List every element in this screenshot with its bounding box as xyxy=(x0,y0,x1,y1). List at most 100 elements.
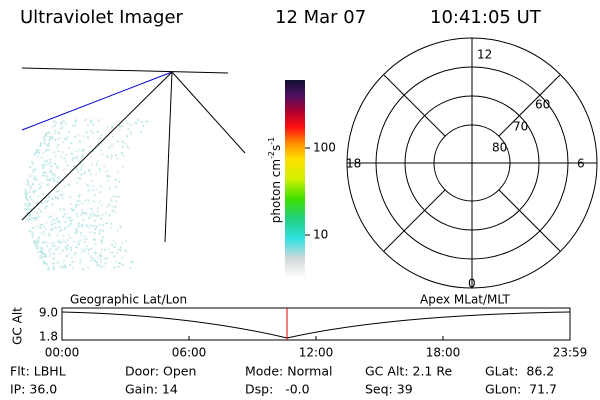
speckle-dot xyxy=(67,183,70,186)
speckle-dot xyxy=(28,202,32,205)
speckle-dot xyxy=(108,130,112,133)
speckle-dot xyxy=(89,156,92,159)
speckle-dot xyxy=(30,160,33,163)
speckle-dot xyxy=(24,188,27,191)
speckle-dot xyxy=(59,208,62,211)
speckle-dot xyxy=(45,205,48,208)
speckle-dot xyxy=(78,193,81,196)
x-tick: 12:00 xyxy=(299,346,334,360)
speckle-dot xyxy=(53,179,56,182)
speckle-dot xyxy=(91,131,94,134)
speckle-dot xyxy=(104,212,107,215)
speckle-dot xyxy=(140,130,143,133)
speckle-dot xyxy=(41,223,44,226)
speckle-dot xyxy=(33,217,36,220)
speckle-dot xyxy=(57,132,61,135)
speckle-dot xyxy=(70,152,73,155)
speckle-dot xyxy=(49,178,52,181)
line xyxy=(383,74,446,137)
speckle-dot xyxy=(114,242,117,245)
speckle-dot xyxy=(112,240,115,243)
speckle-dot xyxy=(55,248,58,251)
speckle-dot xyxy=(92,225,95,228)
speckle-dot xyxy=(95,188,98,191)
speckle-dot xyxy=(44,159,47,162)
speckle-dot xyxy=(43,233,46,236)
speckle-dot xyxy=(105,221,109,224)
speckle-dot xyxy=(47,232,51,235)
speckle-dot xyxy=(81,223,84,226)
speckle-dot xyxy=(41,182,44,185)
speckle-dot xyxy=(42,259,45,263)
speckle-dot xyxy=(36,224,39,227)
speckle-dot xyxy=(100,240,103,243)
speckle-dot xyxy=(98,223,101,226)
speckle-dot xyxy=(66,248,69,251)
speckle-dot xyxy=(56,261,59,264)
mlt-label: 12 xyxy=(477,48,492,62)
speckle-dot xyxy=(48,255,51,258)
speckle-dot xyxy=(125,134,128,137)
speckle-dot xyxy=(63,157,66,160)
speckle-dot xyxy=(66,238,69,241)
speckle-dot xyxy=(44,206,47,210)
speckle-dot xyxy=(45,241,48,244)
speckle-dot xyxy=(45,263,49,266)
speckle-dot xyxy=(114,153,117,157)
speckle-dot xyxy=(56,190,59,193)
speckle-dot xyxy=(39,144,42,147)
speckle-dot xyxy=(34,241,37,244)
speckle-dot xyxy=(100,134,103,137)
speckle-dot xyxy=(90,259,93,262)
speckle-dot xyxy=(32,170,35,174)
speckle-dot xyxy=(96,207,99,210)
speckle-dot xyxy=(78,262,82,265)
speckle-dot xyxy=(66,244,69,247)
speckle-dot xyxy=(59,265,62,268)
speckle-dot xyxy=(95,172,98,175)
speckle-dot xyxy=(78,159,81,162)
speckle-dot xyxy=(53,252,56,255)
speckle-dot xyxy=(54,155,57,158)
line xyxy=(171,71,246,154)
mlt-label: 6 xyxy=(577,157,585,171)
line xyxy=(498,74,561,137)
speckle-dot xyxy=(81,209,84,212)
speckle-dot xyxy=(102,264,106,268)
speckle-dot xyxy=(56,234,59,237)
speckle-dot xyxy=(45,245,49,248)
speckle-dot xyxy=(32,226,35,230)
speckle-dot xyxy=(67,224,70,227)
speckle-dot xyxy=(105,170,108,173)
speckle-dot xyxy=(93,238,96,241)
speckle-dot xyxy=(111,243,114,247)
speckle-dot xyxy=(111,209,114,212)
speckle-dot xyxy=(144,120,147,123)
speckle-dot xyxy=(96,160,99,163)
speckle-dot xyxy=(86,184,89,187)
speckle-dot xyxy=(58,252,61,255)
speckle-dot xyxy=(55,164,58,167)
speckle-dot xyxy=(125,119,128,122)
speckle-dot xyxy=(42,230,45,233)
speckle-dot xyxy=(62,207,65,211)
speckle-dot xyxy=(69,196,72,199)
speckle-dot xyxy=(64,246,67,249)
speckle-dot xyxy=(49,242,52,245)
speckle-dot xyxy=(87,199,90,202)
speckle-dot xyxy=(39,186,42,189)
speckle-dot xyxy=(57,143,60,146)
speckle-dot xyxy=(75,119,78,122)
speckle-dot xyxy=(100,260,103,263)
speckle-dot xyxy=(127,128,130,131)
speckle-dot xyxy=(146,120,149,123)
line xyxy=(383,189,446,252)
speckle-dot xyxy=(58,136,61,139)
speckle-dot xyxy=(40,156,44,159)
speckle-dot xyxy=(51,227,54,230)
speckle-dot xyxy=(65,153,68,156)
speckle-dot xyxy=(76,215,79,218)
speckle-dot xyxy=(46,175,49,178)
speckle-dot xyxy=(50,262,54,265)
